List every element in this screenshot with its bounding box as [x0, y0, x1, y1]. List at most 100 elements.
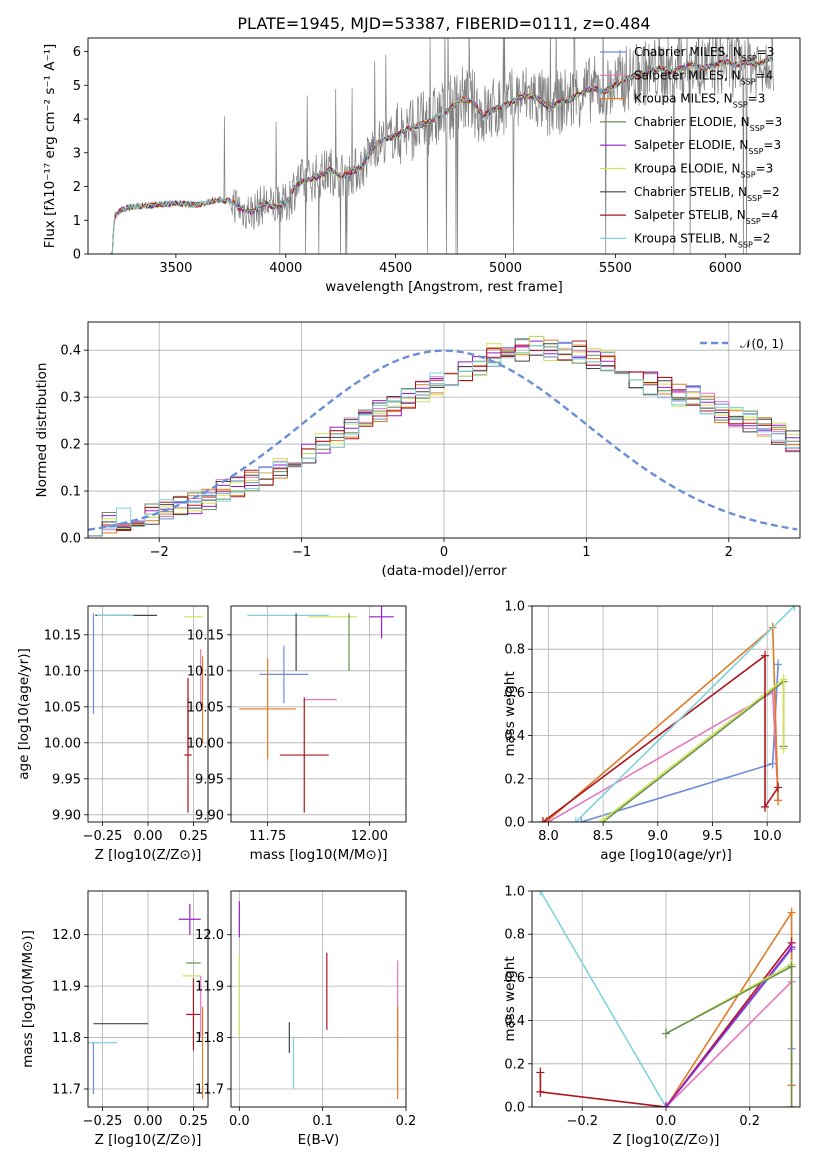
series-kroupa-stelib: [571, 606, 799, 822]
histogram-chabrier-stelib: [88, 343, 800, 537]
y-tick-label: 11.9: [52, 980, 81, 995]
y-tick-label: 10.00: [44, 736, 81, 751]
point-marker: [779, 674, 788, 685]
point-marker: [536, 1067, 545, 1078]
y-tick-label: 0.2: [60, 438, 81, 453]
plot-area: [538, 606, 799, 822]
x-axis-label: mass [log10(M/M⊙)]: [250, 847, 388, 863]
x-tick-label: 5000: [489, 261, 522, 276]
y-tick-label: 0.4: [504, 729, 525, 744]
series-line: [580, 664, 779, 822]
legend-entry: Kroupa ELODIE, NSSP=3: [634, 162, 773, 180]
y-axis-label: age [log10(age/yr)]: [16, 648, 32, 780]
axes-frame: [87, 321, 801, 539]
y-tick-label: 0.0: [504, 1101, 525, 1116]
x-tick-label: 11.75: [249, 829, 286, 844]
chart-title: PLATE=1945, MJD=53387, FIBERID=0111, z=0…: [237, 14, 650, 33]
x-axis-label: E(B-V): [298, 1132, 340, 1148]
errorbar-salpeter-stelib: [186, 978, 201, 1051]
errorbar-kroupa-miles: [239, 658, 297, 760]
x-tick-label: −1: [292, 545, 311, 560]
plot-area: [88, 903, 204, 1100]
y-tick-label: 1.0: [504, 600, 525, 615]
point-marker: [790, 606, 799, 611]
plot-area: [92, 613, 204, 813]
y-tick-label: 11.8: [52, 1031, 81, 1046]
x-tick-label: 4000: [269, 261, 302, 276]
x-tick-label: 0.00: [134, 829, 163, 844]
x-tick-label: 0.25: [179, 829, 208, 844]
y-tick-label: 2: [73, 180, 81, 195]
legend: Chabrier MILES, NSSP=3 Salpeter MILES, NS…: [600, 45, 782, 249]
x-axis-label: wavelength [Angstrom, rest frame]: [325, 279, 563, 295]
series-line: [665, 909, 793, 1107]
plot-area: [536, 891, 796, 1107]
series-line: [539, 942, 793, 1107]
y-tick-label: 0: [73, 248, 81, 263]
x-tick-label: 5500: [599, 261, 632, 276]
point-marker: [571, 817, 580, 822]
y-tick-label: 10.15: [44, 628, 81, 643]
series-salpeter-miles: [662, 976, 796, 1107]
y-tick-label: 11.7: [195, 1083, 224, 1098]
legend-entry: Salpeter MILES, NSSP=4: [634, 68, 773, 86]
y-tick-label: 1.0: [504, 885, 525, 900]
x-tick-label: 2: [725, 545, 733, 560]
series-line: [542, 654, 779, 822]
series-kroupa-elodie: [662, 959, 796, 1107]
legend-entry: Salpeter STELIB, NSSP=4: [634, 208, 778, 226]
y-tick-label: 5: [73, 79, 81, 94]
y-tick-label: 0.3: [60, 391, 81, 406]
y-tick-label: 6: [73, 45, 81, 60]
plot-area: [238, 901, 399, 1100]
y-tick-label: 12.0: [52, 928, 81, 943]
point-marker: [787, 961, 796, 972]
y-tick-label: 1: [73, 214, 81, 229]
x-tick-label: 0.0: [656, 1114, 677, 1129]
x-tick-label: −0.25: [83, 1114, 123, 1129]
x-tick-label: 9.0: [647, 829, 668, 844]
y-tick-label: 9.95: [195, 772, 224, 787]
point-marker: [787, 1102, 796, 1107]
y-tick-label: 11.8: [195, 1031, 224, 1046]
point-marker: [787, 907, 796, 918]
y-tick-label: 0.0: [504, 816, 525, 831]
axes-frame: [87, 605, 209, 823]
axes-frame: [87, 37, 801, 255]
y-tick-label: 0.1: [60, 485, 81, 500]
series-line: [539, 891, 667, 1107]
legend-entry: 𝒩(0, 1): [740, 337, 784, 351]
y-axis-label: mass [log10(M/M⊙)]: [20, 930, 36, 1068]
y-tick-label: 10.00: [187, 736, 224, 751]
series-kroupa-stelib: [536, 891, 670, 1107]
point-marker: [662, 1028, 670, 1039]
series-chabrier-elodie: [662, 961, 796, 1107]
point-marker: [768, 758, 777, 769]
panel-residuals: −2 −1 0 1 2 0.0 0.1 0.2 0.3 0.4 (data-model)/error…: [34, 321, 801, 579]
histogram-kroupa-stelib: [88, 341, 800, 537]
x-tick-label: −2: [150, 545, 169, 560]
point-marker: [774, 659, 783, 670]
point-marker: [599, 814, 608, 822]
panel-mass-vs-Z: −0.25 0.00 0.25 11.7 11.8 11.9 12.0 Z [log10(Z/…: [20, 890, 209, 1148]
x-tick-label: −0.2: [566, 1114, 598, 1129]
x-axis-label: Z [log10(Z/Z⊙)]: [95, 847, 202, 863]
y-axis-label: Normed distribution: [34, 363, 50, 498]
y-tick-label: 10.10: [44, 664, 81, 679]
x-tick-label: 6000: [709, 261, 742, 276]
x-tick-label: 10.0: [753, 829, 782, 844]
y-axis-label: mass weight: [502, 956, 518, 1041]
y-tick-label: 0.4: [504, 1014, 525, 1029]
errorbar-salpeter-elodie: [369, 606, 394, 639]
panel-mass-vs-EBV: 0.0 0.1 0.2 11.7 11.8 11.9 12.0 E(B-V): [195, 890, 416, 1148]
y-tick-label: 0.2: [504, 1057, 525, 1072]
x-tick-label: 3500: [159, 261, 192, 276]
panel-age-vs-mass: 11.75 12.00 9.90 9.95 10.00 10.05 10.10 10.15 ma…: [187, 605, 407, 863]
legend-entry: Kroupa MILES, NSSP=3: [634, 92, 765, 110]
panel-weight-vs-Z: −0.2 0.0 0.2 0.0 0.2 0.4 0.6 0.8 1.0 Z [log10(Z/Z…: [502, 885, 801, 1148]
x-tick-label: 0: [440, 545, 448, 560]
plot-area: [88, 335, 800, 537]
axes-frame: [531, 890, 801, 1108]
y-tick-label: 9.90: [52, 808, 81, 823]
